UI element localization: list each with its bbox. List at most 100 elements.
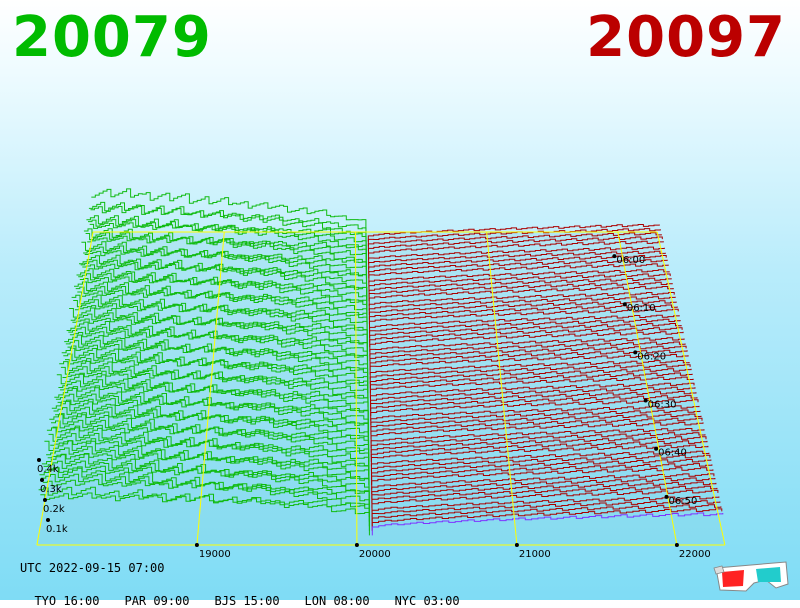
grid-line-price (486, 231, 518, 546)
timezone-tyo: TYO 16:00 (34, 594, 100, 608)
bid-depth-line (46, 446, 370, 495)
bid-depth-line (50, 438, 370, 472)
ask-depth-line (369, 308, 679, 329)
ask-depth-line (370, 391, 697, 412)
depth-tick-label: 0.2k (43, 504, 65, 515)
bid-depth-line (70, 312, 368, 357)
bid-depth-line (91, 188, 367, 242)
time-tick-label: 06:40 (658, 448, 687, 459)
bid-depth-line (69, 307, 368, 366)
ask-depth-line (370, 409, 701, 430)
bid-depth-line (82, 263, 367, 293)
ask-depth-line (368, 273, 671, 293)
3d-glasses-icon[interactable] (712, 558, 792, 594)
bid-depth-line (87, 235, 367, 265)
ask-depth-line (369, 331, 684, 352)
ask-depth-line (370, 413, 702, 435)
time-tick-marker (633, 350, 638, 355)
ask-depth-line (371, 481, 717, 504)
bid-depth-line (85, 232, 367, 274)
ask-depth-line (368, 259, 668, 279)
timezone-row: TYO 16:00 PAR 09:00 BJS 15:00 LON 08:00 NYC … (20, 580, 485, 608)
ask-depth-line (371, 463, 713, 485)
ask-depth-line (368, 250, 666, 270)
ask-depth-line (368, 263, 669, 283)
ask-depth-line (371, 485, 718, 508)
ask-depth-line (367, 232, 662, 251)
timezone-lon: LON 08:00 (304, 594, 370, 608)
ask-depth-line (371, 459, 712, 481)
bid-depth-line (88, 219, 367, 260)
bid-depth-line (86, 215, 367, 270)
ask-depth-line (370, 432, 706, 453)
ask-price: 20097 (586, 5, 786, 70)
bid-depth-line (68, 326, 368, 371)
bid-depth-line (89, 222, 367, 251)
bid-depth-line (64, 334, 369, 394)
timezone-par: PAR 09:00 (124, 594, 190, 608)
ask-depth-line (369, 368, 692, 389)
bid-depth-line (41, 453, 370, 517)
ask-depth-line (371, 489, 719, 513)
ask-depth-line (369, 341, 686, 361)
bid-depth-line (73, 299, 368, 343)
ask-depth-line (369, 318, 681, 338)
ask-depth-line (371, 500, 721, 522)
bid-depth-line (54, 387, 369, 449)
bid-depth-line (49, 414, 370, 476)
bid-depth-line (51, 400, 370, 462)
bid-depth-line (51, 419, 370, 467)
grid-line-price (354, 231, 358, 546)
bid-depth-line (63, 353, 369, 398)
ask-depth-line (369, 337, 685, 357)
grid-line-price (617, 231, 678, 546)
bid-depth-line (43, 460, 370, 508)
ask-depth-line (369, 376, 694, 398)
ask-depth-line (370, 444, 709, 467)
bid-depth-line (66, 321, 369, 380)
ask-depth-line (369, 327, 683, 348)
ask-depth-line (368, 240, 664, 260)
ask-depth-line (371, 512, 724, 536)
depth-tick-marker (40, 478, 44, 482)
time-tick-label: 06:20 (637, 351, 666, 362)
x-tick-label: 19000 (199, 549, 231, 560)
bid-depth-line (55, 393, 369, 439)
bid-depth-line (76, 268, 368, 325)
utc-time-label: UTC 2022-09-15 07:00 (20, 561, 165, 575)
bid-depth-line (83, 245, 367, 288)
depth-tick-label: 0.3k (40, 484, 62, 495)
chart-lines-layer (38, 188, 724, 536)
ask-depth-line (368, 269, 670, 288)
bid-depth-line (88, 201, 367, 256)
ask-depth-line (370, 405, 700, 426)
bid-depth-line (74, 303, 368, 334)
bid-depth-line (67, 344, 368, 375)
ask-depth-line (369, 372, 693, 394)
x-tick-label: 21000 (519, 549, 551, 560)
ask-depth-line (369, 364, 691, 384)
ask-depth-line (371, 454, 711, 476)
x-tick-label: 20000 (359, 549, 391, 560)
time-tick-label: 06:00 (616, 255, 645, 266)
bid-depth-line (58, 379, 369, 426)
bid-depth-line (61, 347, 369, 407)
chart-grid-layer (36, 231, 726, 546)
depth-tick-marker (46, 518, 50, 522)
bid-depth-line (81, 241, 368, 297)
ask-depth-line (371, 477, 716, 499)
grid-left-edge (36, 231, 94, 546)
bid-depth-line (46, 427, 370, 490)
bid-depth-line (71, 294, 368, 352)
depth-tick-marker (43, 498, 47, 502)
bid-depth-line (74, 281, 368, 338)
ask-depth-line (371, 473, 715, 495)
ask-depth-line (370, 417, 703, 439)
ask-depth-line (368, 255, 667, 274)
chart-axes-layer: 19000 20000 21000 22000 06:00 06:10 06:20 06:30… (37, 254, 711, 560)
ask-depth-line (370, 440, 708, 462)
bid-depth-line (62, 370, 369, 403)
x-tick-marker (194, 543, 199, 547)
ask-depth-line (368, 236, 663, 256)
